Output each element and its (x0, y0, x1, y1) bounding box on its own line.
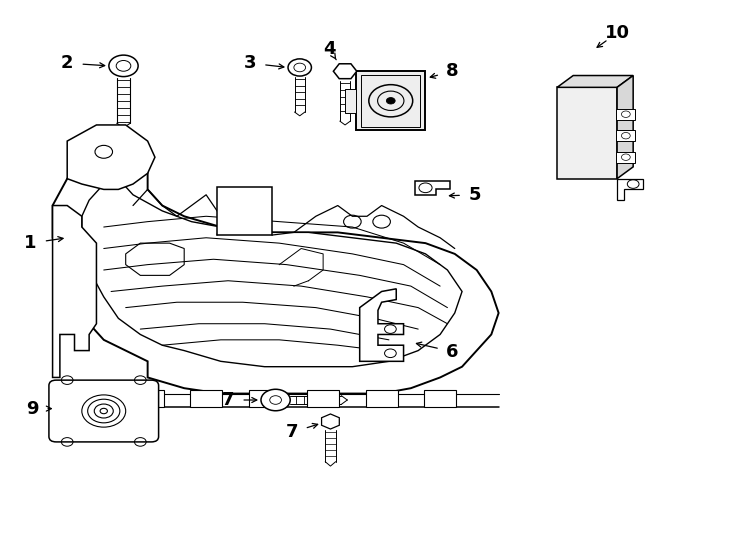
FancyBboxPatch shape (49, 380, 159, 442)
Polygon shape (68, 125, 155, 190)
Text: 6: 6 (446, 343, 459, 361)
Text: 1: 1 (24, 234, 37, 252)
FancyBboxPatch shape (424, 390, 457, 407)
Circle shape (109, 55, 138, 77)
Text: 8: 8 (446, 62, 459, 80)
Text: 5: 5 (469, 186, 482, 204)
Polygon shape (360, 289, 404, 361)
Polygon shape (617, 179, 643, 200)
Circle shape (261, 389, 290, 411)
FancyBboxPatch shape (345, 89, 356, 113)
Polygon shape (81, 179, 462, 367)
Text: 3: 3 (244, 54, 256, 72)
Text: 7: 7 (286, 423, 299, 441)
FancyBboxPatch shape (366, 390, 398, 407)
Text: 7: 7 (222, 391, 234, 409)
Circle shape (288, 59, 311, 76)
Polygon shape (415, 181, 450, 195)
FancyBboxPatch shape (217, 187, 272, 235)
FancyBboxPatch shape (617, 109, 635, 119)
FancyBboxPatch shape (131, 390, 164, 407)
FancyBboxPatch shape (617, 130, 635, 141)
Polygon shape (333, 64, 357, 79)
Text: 2: 2 (61, 54, 73, 72)
Polygon shape (53, 206, 96, 377)
FancyBboxPatch shape (249, 390, 280, 407)
Text: 4: 4 (323, 39, 335, 58)
FancyBboxPatch shape (190, 390, 222, 407)
Polygon shape (53, 146, 498, 394)
FancyBboxPatch shape (307, 390, 339, 407)
Text: 9: 9 (26, 400, 38, 417)
Polygon shape (557, 76, 633, 87)
Polygon shape (321, 414, 339, 429)
FancyBboxPatch shape (356, 71, 426, 130)
Circle shape (386, 98, 395, 104)
Text: 10: 10 (606, 24, 631, 42)
FancyBboxPatch shape (557, 87, 617, 179)
FancyBboxPatch shape (617, 152, 635, 163)
Polygon shape (617, 76, 633, 179)
